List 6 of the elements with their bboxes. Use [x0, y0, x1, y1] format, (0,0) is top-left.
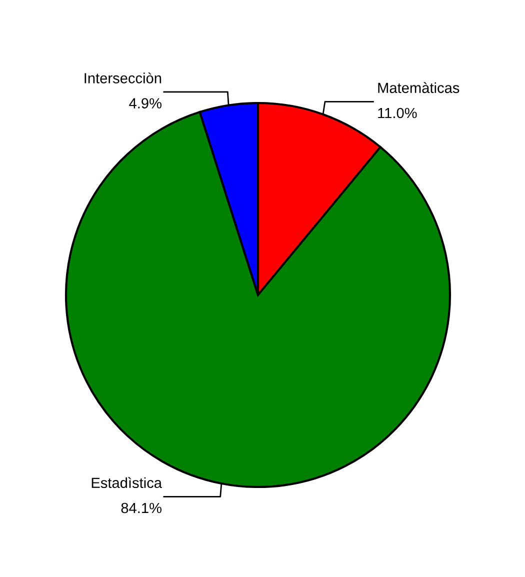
slice-label: Matemàticas	[378, 82, 460, 94]
slice-label: Estadìstica	[92, 477, 162, 488]
data-label: 4.9%	[129, 98, 162, 108]
slice-label: Intersecciòn	[84, 72, 162, 84]
data-label: 84.1%	[121, 502, 162, 514]
data-label: 11.0%	[378, 108, 417, 118]
